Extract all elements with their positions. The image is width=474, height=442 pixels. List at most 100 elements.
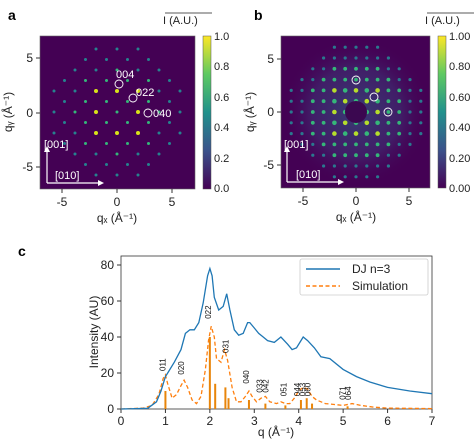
panel-c-xtick-label: 5 bbox=[340, 414, 347, 428]
panel-a-ytick-label: -5 bbox=[22, 160, 33, 174]
diffraction-spot bbox=[300, 78, 304, 82]
diffraction-spot bbox=[321, 88, 326, 93]
diffraction-spot bbox=[73, 89, 77, 93]
diffraction-spot bbox=[375, 131, 380, 136]
diffraction-spot bbox=[310, 110, 315, 114]
diffraction-spot bbox=[178, 131, 182, 135]
diffraction-spot bbox=[115, 110, 119, 114]
diffraction-spot bbox=[408, 121, 412, 125]
panel-b-ylabel: qᵧ (Å⁻¹) bbox=[242, 92, 257, 132]
diffraction-spot bbox=[115, 89, 119, 93]
panel-b-cbar-tick: 0.40 bbox=[449, 122, 470, 134]
diffraction-spot bbox=[386, 153, 390, 157]
diffraction-spot bbox=[147, 121, 150, 124]
diffraction-spot bbox=[342, 120, 348, 126]
panel-c-xlabel: q (Å⁻¹) bbox=[258, 424, 294, 439]
diffraction-spot bbox=[386, 110, 391, 114]
panel-c-ytick-label: 20 bbox=[101, 366, 115, 380]
diffraction-spot bbox=[397, 153, 401, 157]
diffraction-spot bbox=[289, 121, 293, 125]
diffraction-spot bbox=[126, 79, 129, 82]
legend-sim-label: Simulation bbox=[352, 279, 408, 293]
panel-b-letter: b bbox=[254, 7, 263, 23]
diffraction-spot bbox=[105, 79, 108, 82]
peak-label: 053 bbox=[298, 382, 307, 396]
diffraction-spot bbox=[408, 142, 412, 146]
panel-c-xtick-label: 0 bbox=[118, 414, 125, 428]
panel-b-ytick-label: -5 bbox=[263, 158, 274, 172]
panel-a-cbar-tick: 0.4 bbox=[214, 122, 229, 134]
diffraction-spot bbox=[321, 120, 326, 125]
panel-b-cbar-tick: 0.00 bbox=[449, 183, 470, 195]
diffraction-spot bbox=[343, 66, 348, 71]
panel-b-cbar-tick: 0.60 bbox=[449, 92, 470, 104]
diffraction-spot bbox=[136, 131, 140, 135]
diffraction-spot bbox=[94, 89, 98, 93]
reflection-004-circle bbox=[114, 79, 124, 89]
diffraction-spot bbox=[354, 153, 358, 158]
panel-c-xtick-label: 4 bbox=[295, 414, 302, 428]
diffraction-spot bbox=[397, 99, 402, 104]
panel-c-ytick-label: 0 bbox=[107, 402, 114, 416]
diffraction-spot bbox=[321, 142, 326, 147]
panel-a-cbar-tick: 0.2 bbox=[214, 153, 229, 165]
diffraction-spot bbox=[419, 121, 423, 125]
panel-b-ytick-label: 0 bbox=[267, 105, 274, 119]
diffraction-spot bbox=[63, 100, 66, 103]
diffraction-spot bbox=[168, 100, 171, 103]
diffraction-spot bbox=[115, 131, 119, 135]
diffraction-spot bbox=[311, 142, 315, 146]
diffraction-spot bbox=[343, 153, 348, 158]
diffraction-spot bbox=[376, 175, 380, 179]
panel-b-xlabel: qₓ (Å⁻¹) bbox=[336, 209, 376, 224]
diffraction-spot bbox=[419, 132, 423, 136]
diffraction-spot bbox=[419, 99, 423, 103]
diffraction-spot bbox=[157, 131, 161, 135]
panel-a-letter: a bbox=[8, 7, 16, 23]
diffraction-spot bbox=[332, 56, 336, 60]
diffraction-spot bbox=[364, 120, 370, 126]
peak-label: 044 bbox=[293, 382, 302, 396]
diffraction-spot bbox=[321, 131, 326, 136]
diffraction-spot bbox=[105, 100, 108, 103]
diffraction-spot bbox=[105, 58, 108, 61]
panel-c-xtick-label: 6 bbox=[384, 414, 391, 428]
diffraction-spot bbox=[375, 109, 380, 115]
panel-c-ytick-label: 40 bbox=[101, 330, 115, 344]
diffraction-spot bbox=[343, 175, 347, 179]
diffraction-spot bbox=[332, 153, 337, 158]
diffraction-spot bbox=[136, 68, 140, 72]
diffraction-spot bbox=[105, 142, 108, 145]
diffraction-spot bbox=[342, 131, 348, 136]
diffraction-spot bbox=[375, 66, 380, 71]
panel-b-xtick-label: -5 bbox=[298, 194, 309, 208]
diffraction-spot bbox=[397, 131, 402, 136]
diffraction-spot bbox=[343, 142, 348, 147]
diffraction-spot bbox=[115, 173, 119, 177]
panel-c-letter: c bbox=[18, 243, 26, 259]
diffraction-spot bbox=[332, 109, 337, 115]
peak-label: 011 bbox=[158, 358, 167, 371]
diffraction-spot bbox=[332, 45, 336, 49]
diffraction-spot bbox=[408, 78, 412, 82]
direction-010-label: [010] bbox=[55, 170, 79, 182]
diffraction-spot bbox=[168, 142, 171, 145]
panel-c-ylabel: Intensity (AU) bbox=[87, 296, 101, 369]
diffraction-spot bbox=[94, 47, 98, 51]
diffraction-spot bbox=[157, 89, 161, 93]
diffraction-spot bbox=[364, 77, 369, 82]
panel-b-cbar-tick: 0.80 bbox=[449, 61, 470, 73]
diffraction-spot bbox=[365, 45, 369, 49]
diffraction-spot bbox=[386, 56, 390, 60]
diffraction-spot bbox=[136, 47, 140, 51]
diffraction-spot bbox=[289, 132, 293, 136]
arrow-010-head bbox=[98, 180, 104, 186]
diffraction-spot bbox=[332, 66, 337, 71]
diffraction-spot bbox=[300, 99, 304, 103]
diffraction-spot bbox=[408, 132, 412, 136]
diffraction-spot bbox=[310, 120, 315, 125]
diffraction-spot bbox=[375, 153, 380, 158]
diffraction-spot bbox=[332, 142, 337, 147]
reflection-022-circle bbox=[128, 93, 138, 103]
panel-b-beam-stop bbox=[345, 101, 367, 123]
